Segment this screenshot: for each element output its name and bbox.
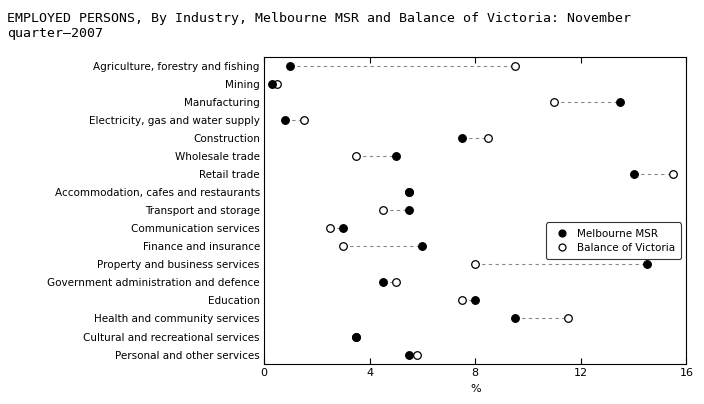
Point — [549, 99, 560, 105]
Point — [325, 225, 336, 231]
Point — [509, 62, 520, 69]
Point — [272, 80, 283, 87]
Point — [483, 135, 494, 141]
Point — [338, 225, 349, 231]
Point — [403, 189, 415, 195]
Point — [403, 207, 415, 213]
Point — [351, 333, 362, 340]
Point — [390, 279, 401, 286]
Point — [509, 315, 520, 322]
Legend: Melbourne MSR, Balance of Victoria: Melbourne MSR, Balance of Victoria — [546, 223, 681, 259]
Point — [628, 171, 639, 177]
Point — [456, 297, 467, 304]
Point — [298, 116, 309, 123]
Text: EMPLOYED PERSONS, By Industry, Melbourne MSR and Balance of Victoria: November
q: EMPLOYED PERSONS, By Industry, Melbourne… — [7, 12, 631, 40]
Point — [470, 297, 481, 304]
Point — [615, 99, 626, 105]
Point — [266, 80, 277, 87]
Point — [417, 243, 428, 249]
Point — [279, 116, 291, 123]
Point — [470, 261, 481, 267]
X-axis label: %: % — [470, 384, 481, 394]
Point — [562, 315, 573, 322]
Point — [403, 189, 415, 195]
Point — [411, 351, 422, 358]
Point — [403, 351, 415, 358]
Point — [351, 333, 362, 340]
Point — [390, 153, 401, 159]
Point — [284, 62, 296, 69]
Point — [351, 153, 362, 159]
Point — [641, 261, 653, 267]
Point — [377, 207, 389, 213]
Point — [377, 279, 389, 286]
Point — [456, 135, 467, 141]
Point — [338, 243, 349, 249]
Point — [667, 171, 679, 177]
